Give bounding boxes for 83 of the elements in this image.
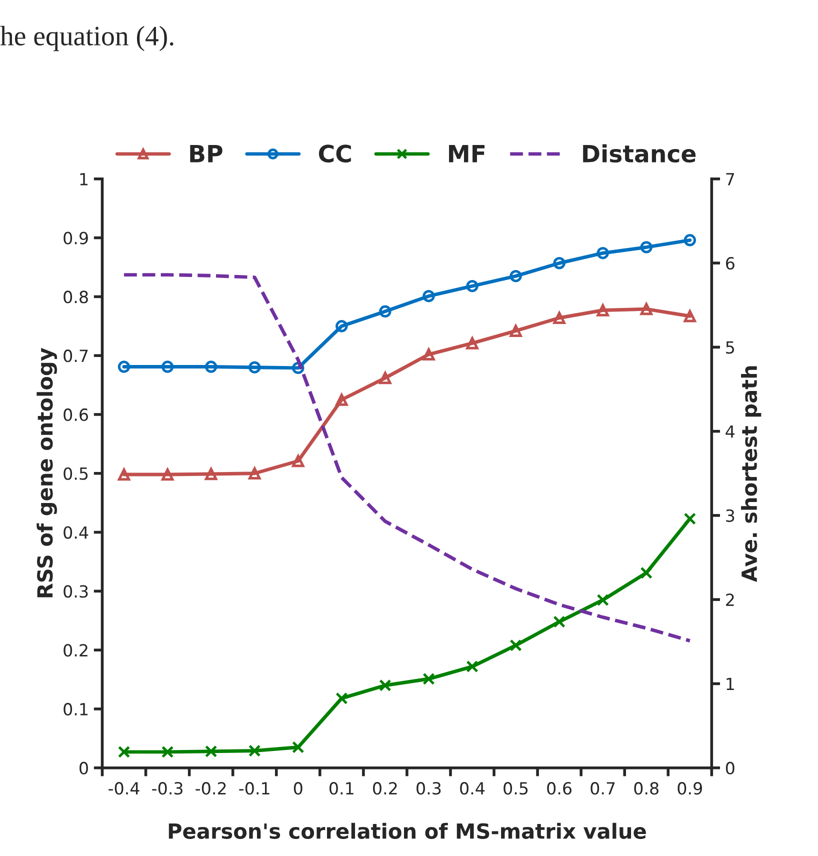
point <box>336 692 348 704</box>
legend-label: BP <box>190 144 222 162</box>
x-tick-label: 0.1 <box>330 782 354 795</box>
point <box>379 679 392 692</box>
point <box>248 744 261 757</box>
point <box>204 745 218 758</box>
y-tick-label: 1 <box>80 173 88 186</box>
y-tick-label: 0.1 <box>64 702 88 716</box>
point <box>248 467 261 480</box>
line-series <box>122 273 692 643</box>
x-tick-label: 0 <box>294 782 302 795</box>
x-tick-label: -0.3 <box>152 782 182 795</box>
point <box>640 302 652 316</box>
legend-label: CC <box>318 144 351 163</box>
point <box>379 372 392 384</box>
point <box>684 234 696 246</box>
y2-tick-label: 1 <box>726 678 734 690</box>
point <box>336 394 348 406</box>
y-tick-label: 0.8 <box>64 290 88 304</box>
y-tick-label: 0.3 <box>64 585 88 598</box>
x-tick-label: 0.5 <box>504 782 528 795</box>
x-axis-title: Pearson's correlation of MS-matrix value <box>168 822 646 839</box>
point <box>422 348 435 361</box>
point <box>684 512 696 525</box>
y-tick-label: 0.9 <box>64 232 88 244</box>
x-tick-label: 0.6 <box>547 782 572 795</box>
point <box>161 360 174 373</box>
y-tick-label: 0.6 <box>64 408 88 422</box>
point <box>118 360 130 373</box>
y2-tick-label: 0 <box>726 762 734 774</box>
y2-axis-title: Ave. shortest path <box>741 366 762 582</box>
point <box>292 454 304 468</box>
point <box>336 320 348 332</box>
point <box>466 280 478 292</box>
point <box>510 639 522 652</box>
point <box>510 324 522 337</box>
point <box>292 741 304 754</box>
point <box>684 310 696 322</box>
point <box>510 270 522 282</box>
y-axis-title: RSS of gene ontology <box>36 348 57 598</box>
y2-tick-label: 6 <box>726 257 734 270</box>
x-tick-label: 0.9 <box>678 782 702 795</box>
x-tick-label: 0.8 <box>634 782 658 795</box>
point <box>596 246 609 260</box>
point <box>640 566 652 580</box>
point <box>248 361 261 374</box>
point <box>118 746 130 758</box>
point <box>553 616 566 628</box>
x-tick-label: 0.3 <box>416 782 441 795</box>
point <box>466 337 478 350</box>
point <box>640 241 652 254</box>
point <box>422 290 435 302</box>
text: he equation (4). <box>0 26 174 52</box>
point <box>596 594 609 606</box>
y2-tick-label: 5 <box>726 341 734 354</box>
x-tick-label: 0.7 <box>590 782 615 795</box>
x-tick-label: -0.2 <box>196 782 226 795</box>
y-tick-label: 0.2 <box>64 644 88 657</box>
y2-tick-label: 7 <box>726 173 734 186</box>
point <box>379 305 392 318</box>
legend-label: Distance <box>583 144 696 163</box>
x-tick-label: 0.4 <box>460 782 485 795</box>
point <box>118 468 130 481</box>
point <box>596 304 609 316</box>
x-tick-label: -0.4 <box>108 782 140 795</box>
point <box>422 672 435 686</box>
point <box>553 312 566 324</box>
y2-tick-label: 2 <box>726 594 734 606</box>
x-tick-label: -0.1 <box>239 782 270 795</box>
x-tick-label: 0.2 <box>373 782 397 795</box>
point <box>204 360 218 373</box>
y-tick-label: 0.4 <box>64 526 88 539</box>
y-tick-label: 0 <box>80 762 88 774</box>
point <box>161 746 174 758</box>
point <box>204 468 218 480</box>
point <box>161 468 174 481</box>
legend-label: MF <box>449 144 485 162</box>
y2-tick-label: 4 <box>726 425 735 438</box>
y-tick-label: 0.5 <box>64 467 88 480</box>
point <box>466 660 478 673</box>
point <box>553 257 566 270</box>
y2-tick-label: 3 <box>726 509 734 522</box>
y-tick-label: 0.7 <box>64 350 88 362</box>
